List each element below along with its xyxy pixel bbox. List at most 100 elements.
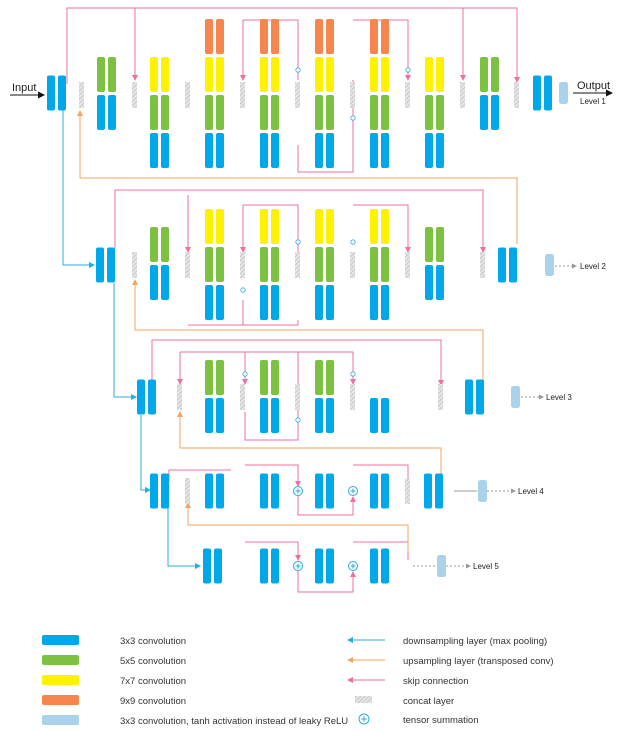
conv3x3-tanh-block bbox=[437, 555, 446, 577]
conv3x3-block bbox=[216, 473, 224, 509]
conv5x5-block bbox=[271, 95, 279, 130]
small-sum-markers bbox=[240, 67, 411, 423]
upsampling-paths bbox=[77, 110, 518, 552]
conv5x5-block bbox=[491, 57, 499, 92]
concat-layer bbox=[177, 384, 182, 410]
conv3x3-block bbox=[271, 133, 279, 168]
concat-layer bbox=[480, 252, 485, 278]
concat-layer bbox=[132, 82, 137, 108]
level4-label: Level 4 bbox=[518, 487, 544, 496]
conv7x7-block bbox=[436, 57, 444, 92]
conv5x5-block bbox=[381, 95, 389, 130]
concat-layer bbox=[405, 478, 410, 504]
conv3x3-block bbox=[465, 379, 473, 415]
conv3x3-block bbox=[425, 133, 433, 168]
conv3x3-block bbox=[107, 247, 115, 283]
conv3x3-block bbox=[381, 133, 389, 168]
concat-layer bbox=[185, 478, 190, 504]
concat-layer bbox=[438, 384, 443, 410]
concat-layer bbox=[185, 252, 190, 278]
conv3x3-block bbox=[370, 473, 378, 509]
conv5x5-block bbox=[205, 360, 213, 395]
concat-layer bbox=[185, 82, 190, 108]
conv3x3-block bbox=[161, 473, 169, 509]
conv5x5-block bbox=[161, 227, 169, 262]
conv3x3-block bbox=[260, 133, 268, 168]
conv5x5-block bbox=[370, 95, 378, 130]
conv5x5-block bbox=[260, 360, 268, 395]
conv7x7-block bbox=[326, 57, 334, 92]
conv3x3-block bbox=[315, 285, 323, 320]
level3-label: Level 3 bbox=[546, 393, 572, 402]
conv3x3-block bbox=[509, 247, 517, 283]
conv5x5-block bbox=[326, 360, 334, 395]
conv5x5-block bbox=[271, 247, 279, 282]
conv3x3-block bbox=[315, 398, 323, 433]
conv7x7-block bbox=[381, 209, 389, 244]
conv3x3-block bbox=[205, 285, 213, 320]
sum-icon bbox=[293, 486, 303, 496]
legend: 3x3 convolution 5x5 convolution 7x7 conv… bbox=[42, 635, 554, 727]
conv3x3-block bbox=[203, 548, 211, 584]
io-arrows bbox=[10, 89, 613, 99]
conv3x3-tanh-block bbox=[511, 386, 520, 408]
conv5x5-block bbox=[326, 247, 334, 282]
conv3x3-block bbox=[436, 133, 444, 168]
conv5x5-block bbox=[161, 95, 169, 130]
conv5x5-block bbox=[216, 95, 224, 130]
sum-icon bbox=[348, 486, 358, 496]
conv3x3-block bbox=[370, 548, 378, 584]
conv9x9-block bbox=[205, 19, 213, 54]
conv5x5-block bbox=[216, 360, 224, 395]
level2-label: Level 2 bbox=[580, 262, 606, 271]
conv3x3-block bbox=[271, 398, 279, 433]
conv7x7-block bbox=[370, 209, 378, 244]
conv3x3-block bbox=[326, 285, 334, 320]
conv3x3-block bbox=[216, 398, 224, 433]
output-label: Output bbox=[577, 80, 610, 92]
level1-label: Level 1 bbox=[580, 97, 606, 106]
legend-skip: skip connection bbox=[403, 676, 468, 687]
concat-layer bbox=[405, 252, 410, 278]
conv3x3-block bbox=[205, 473, 213, 509]
conv5x5-block bbox=[260, 247, 268, 282]
concat-layer bbox=[350, 252, 355, 278]
conv3x3-block bbox=[315, 548, 323, 584]
legend-swatch-conv3 bbox=[42, 635, 79, 645]
conv3x3-block bbox=[271, 473, 279, 509]
conv5x5-block bbox=[216, 247, 224, 282]
legend-down: downsampling layer (max pooling) bbox=[403, 636, 547, 647]
concat-layer bbox=[350, 82, 355, 108]
conv3x3-block bbox=[161, 133, 169, 168]
conv3x3-block bbox=[544, 75, 552, 111]
concat-layer bbox=[79, 82, 84, 108]
legend-concat-swatch bbox=[355, 696, 372, 703]
conv3x3-block bbox=[216, 133, 224, 168]
conv3x3-block bbox=[148, 379, 156, 415]
conv3x3-block bbox=[161, 265, 169, 300]
conv3x3-block bbox=[491, 95, 499, 130]
conv5x5-block bbox=[315, 247, 323, 282]
conv3x3-block bbox=[381, 548, 389, 584]
conv7x7-block bbox=[216, 209, 224, 244]
conv3x3-block bbox=[315, 473, 323, 509]
conv3x3-block bbox=[381, 398, 389, 433]
conv3x3-block bbox=[260, 285, 268, 320]
conv9x9-block bbox=[315, 19, 323, 54]
conv3x3-block bbox=[260, 548, 268, 584]
conv3x3-block bbox=[533, 75, 541, 111]
concat-layer bbox=[295, 384, 300, 410]
concat-layer bbox=[240, 384, 245, 410]
conv5x5-block bbox=[315, 95, 323, 130]
legend-conv9: 9x9 convolution bbox=[120, 696, 186, 707]
conv5x5-block bbox=[150, 95, 158, 130]
input-label: Input bbox=[12, 82, 36, 94]
conv7x7-block bbox=[260, 209, 268, 244]
concat-layer bbox=[295, 82, 300, 108]
concat-layer bbox=[132, 252, 137, 278]
level5-label: Level 5 bbox=[473, 562, 499, 571]
conv3x3-block bbox=[260, 398, 268, 433]
conv7x7-block bbox=[381, 57, 389, 92]
conv3x3-block bbox=[214, 548, 222, 584]
legend-sum-icon bbox=[358, 713, 370, 725]
